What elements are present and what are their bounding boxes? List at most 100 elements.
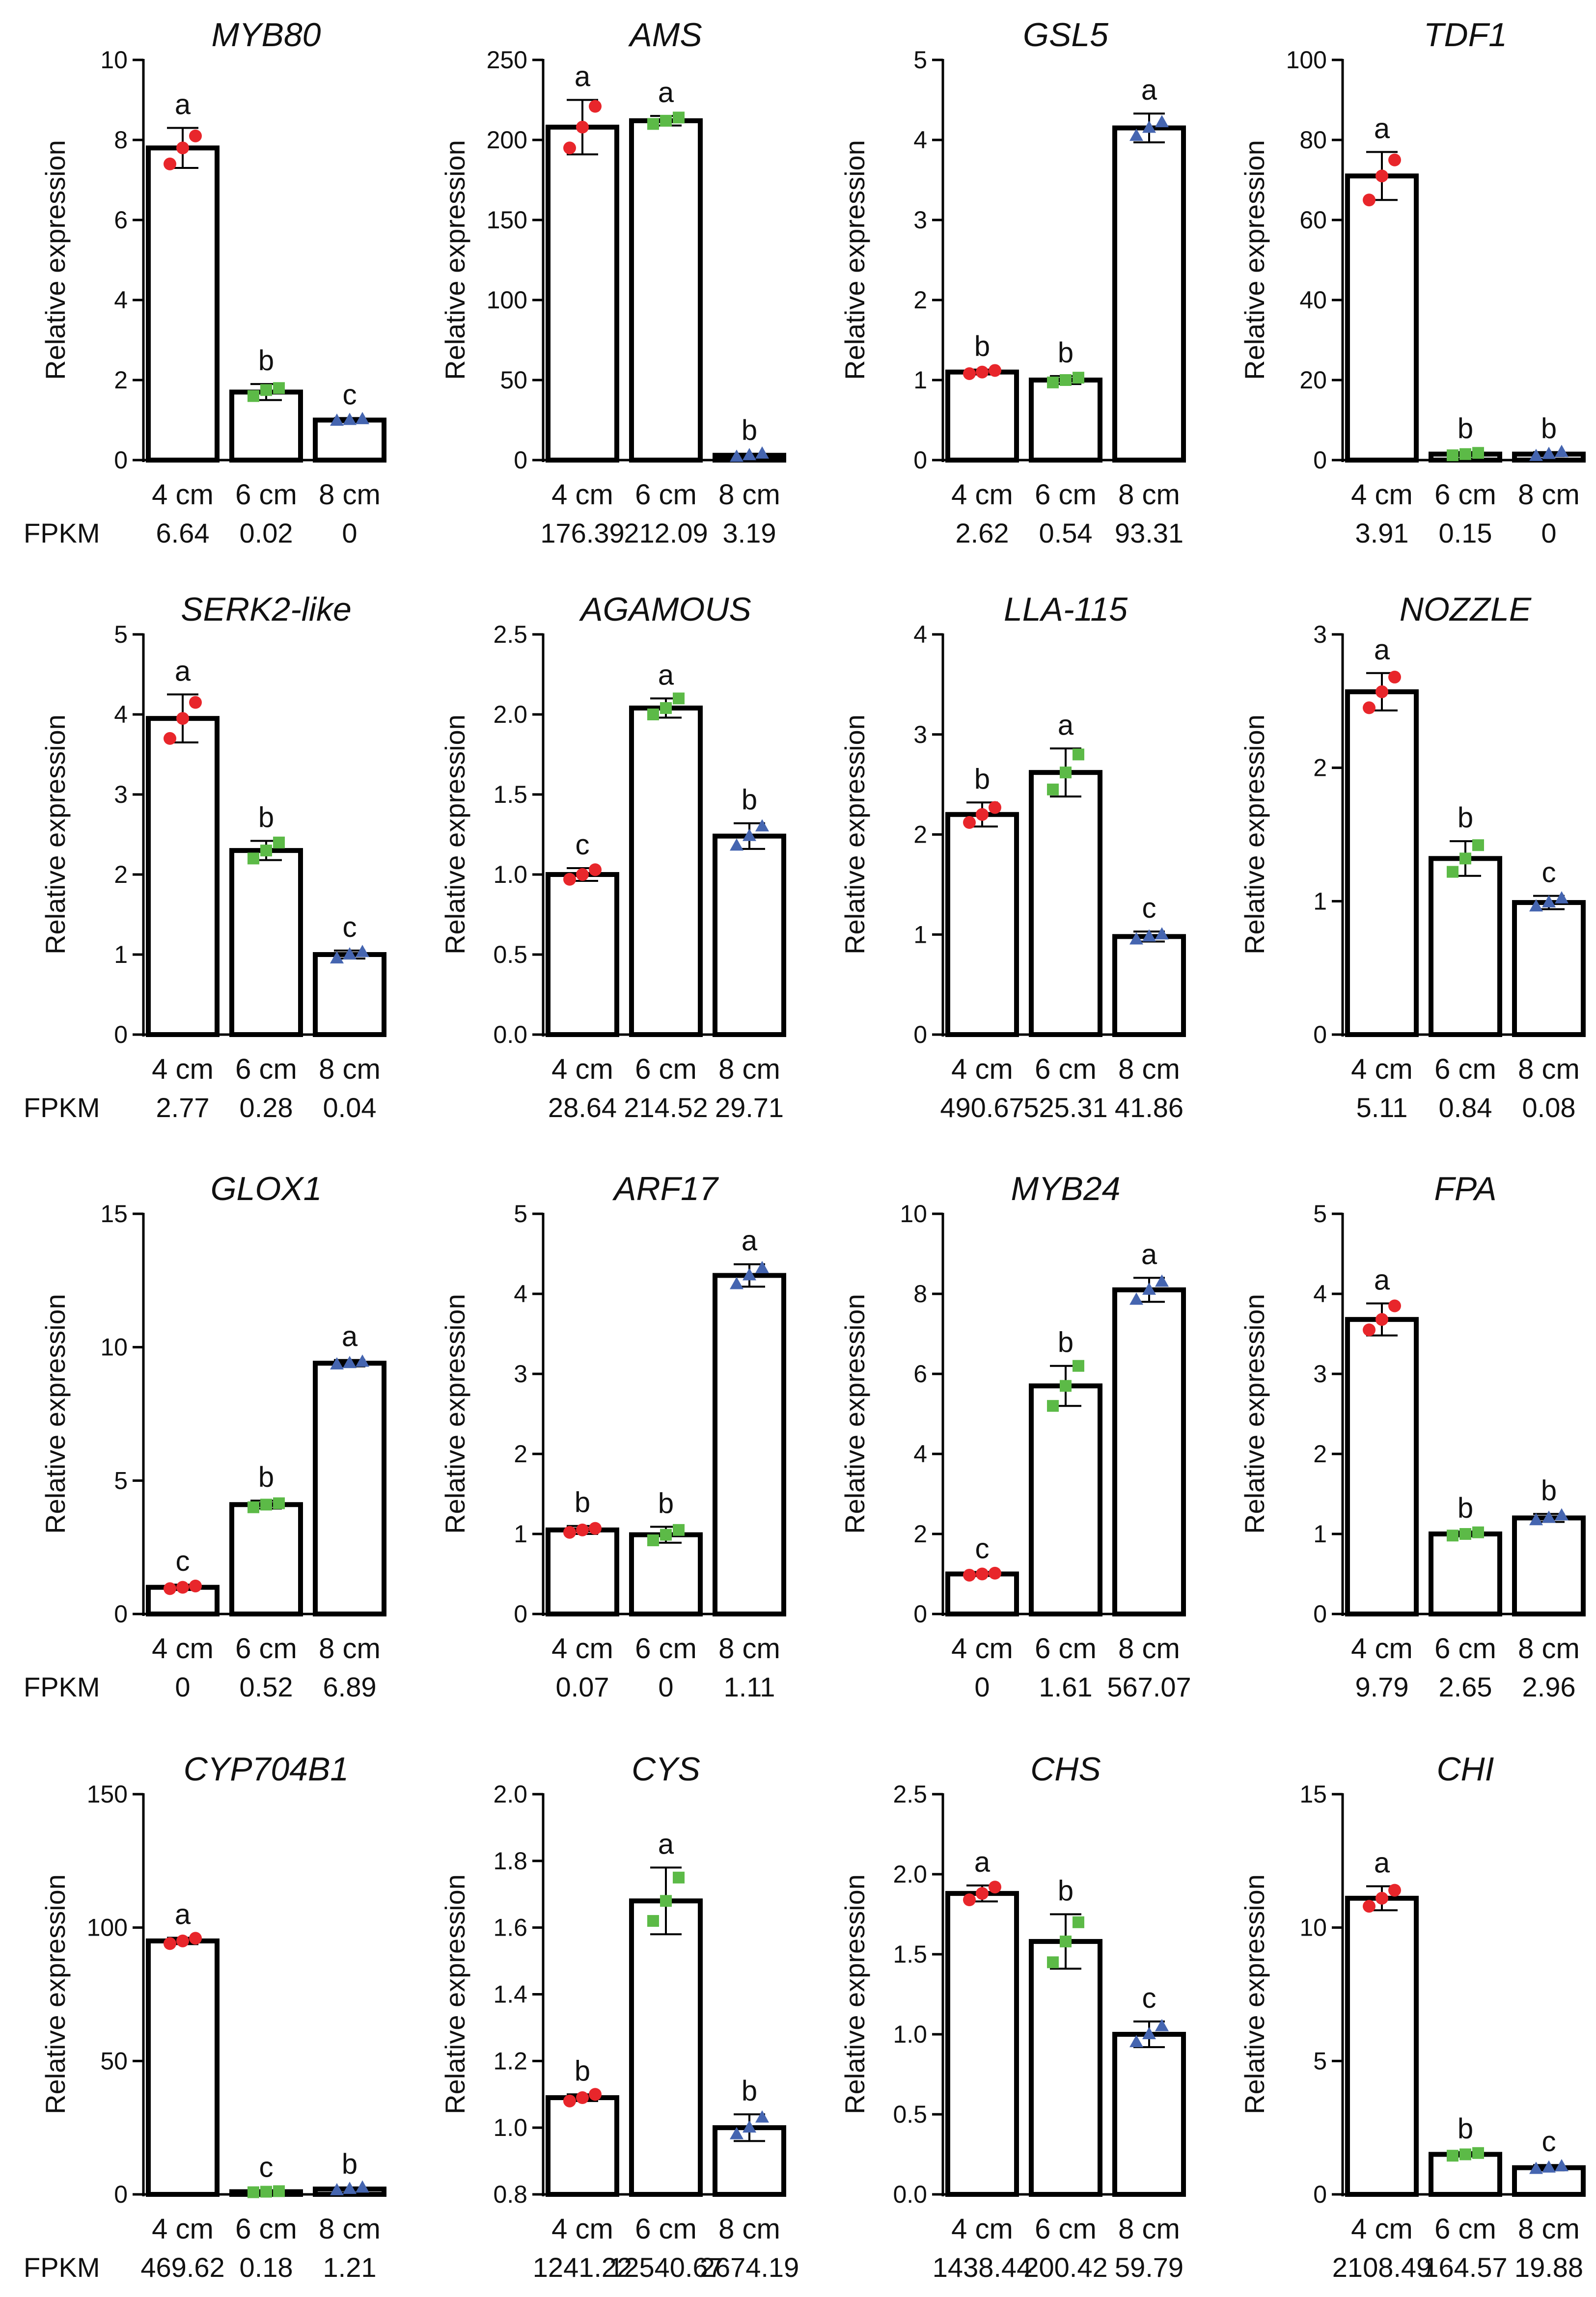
significance-letter: c [576, 829, 590, 861]
y-tick-label: 3 [514, 1360, 527, 1388]
data-point [1060, 1935, 1072, 1947]
fpkm-value: 212.09 [624, 518, 708, 548]
significance-letter: c [176, 1545, 190, 1577]
bar-6cm [229, 1502, 303, 1617]
y-tick-label: 5 [514, 1200, 527, 1228]
bar-6cm [629, 1898, 703, 2197]
chart-title: SERK2-like [181, 591, 352, 628]
data-point [673, 1871, 685, 1884]
fpkm-value: 0.52 [240, 1671, 293, 1702]
data-point [976, 1567, 989, 1581]
data-point [576, 1523, 589, 1536]
x-tick-label: 6 cm [235, 479, 297, 511]
y-tick-label: 0 [114, 2181, 128, 2208]
data-point [1447, 866, 1458, 878]
y-axis-label: Relative expression [440, 140, 470, 380]
data-point [343, 2182, 357, 2194]
bar-6cm [229, 389, 303, 463]
data-point [660, 114, 672, 127]
y-tick-label: 5 [1313, 1200, 1327, 1228]
bar-8cm [713, 2125, 786, 2197]
y-tick-label: 10 [900, 1200, 927, 1228]
data-point [989, 801, 1001, 814]
fpkm-value: 2.62 [956, 518, 1009, 548]
data-point [660, 1529, 672, 1541]
data-point [576, 120, 589, 134]
fpkm-value: 0.04 [323, 1092, 377, 1123]
y-tick-label: 1.0 [493, 861, 527, 888]
data-point [1129, 128, 1143, 141]
significance-letter: a [658, 77, 674, 109]
bar-6cm [1029, 1939, 1102, 2197]
y-tick-label: 10 [1299, 1914, 1327, 1942]
data-point [1447, 2150, 1458, 2162]
x-tick-label: 8 cm [319, 479, 381, 511]
x-tick-label: 4 cm [551, 2213, 613, 2245]
y-axis-label: Relative expression [40, 1874, 71, 2114]
data-point [989, 1566, 1001, 1580]
bar-8cm [1112, 1287, 1186, 1617]
data-point [248, 2186, 259, 2198]
data-point [164, 1937, 176, 1950]
data-point [1472, 2147, 1484, 2159]
y-tick-label: 0 [514, 446, 527, 474]
chart-title: NOZZLE [1400, 591, 1532, 628]
chart-title: LLA-115 [1004, 591, 1128, 628]
data-point [1142, 120, 1156, 133]
chart-panel-2: AMS Relative expression 0 50 100 150 200 250 a 4 … [440, 16, 786, 548]
data-point [248, 852, 259, 865]
y-axis-label: Relative expression [440, 714, 470, 955]
y-tick-label: 1.6 [493, 1914, 527, 1942]
bar-4cm [546, 124, 619, 463]
fpkm-value: 0.18 [240, 2252, 293, 2283]
y-tick-label: 1 [913, 921, 927, 948]
chart-panel-9: GLOX1 Relative expression 0 5 10 15 c 4 cm 0 b 6 c… [24, 1170, 386, 1702]
fpkm-value: 214.52 [624, 1092, 708, 1123]
y-tick-label: 6 [114, 206, 128, 234]
bar-8cm [713, 1273, 786, 1616]
fpkm-value: 59.79 [1115, 2252, 1183, 2283]
y-tick-label: 4 [514, 1280, 527, 1308]
significance-letter: a [175, 1898, 191, 1930]
x-tick-label: 4 cm [152, 479, 214, 511]
x-tick-label: 6 cm [1434, 1633, 1496, 1665]
x-tick-label: 8 cm [1118, 479, 1180, 511]
y-tick-label: 2 [1313, 754, 1327, 782]
y-tick-label: 4 [114, 286, 128, 314]
data-point [743, 2120, 756, 2133]
bar-6cm [629, 1532, 703, 1616]
data-point [356, 945, 369, 957]
data-point [1129, 932, 1143, 945]
chart-title: CYP704B1 [184, 1750, 349, 1788]
data-point [1363, 193, 1376, 207]
fpkm-value: 6.89 [323, 1671, 377, 1702]
data-point [273, 1497, 285, 1509]
data-point [1047, 376, 1059, 388]
y-tick-label: 5 [1313, 2047, 1327, 2075]
data-point [1363, 1323, 1376, 1337]
data-point [330, 951, 344, 964]
x-tick-label: 8 cm [1118, 2213, 1180, 2245]
fpkm-value: 200.42 [1023, 2252, 1107, 2283]
data-point [1447, 1530, 1458, 1542]
y-axis-label: Relative expression [1239, 714, 1270, 955]
chart-panel-10: ARF17 Relative expression 0 1 2 3 4 5 b 4 cm 0.07 b… [440, 1170, 786, 1702]
data-point [1388, 670, 1401, 684]
data-point [730, 838, 743, 851]
y-tick-label: 3 [1313, 621, 1327, 648]
data-point [1555, 891, 1568, 903]
data-point [1459, 2148, 1471, 2160]
x-tick-label: 8 cm [718, 1053, 780, 1085]
bar-6cm [629, 705, 703, 1037]
y-tick-label: 0 [913, 446, 927, 474]
significance-letter: a [1374, 112, 1390, 144]
x-tick-label: 4 cm [951, 479, 1013, 511]
fpkm-value: 2108.49 [1332, 2252, 1431, 2283]
y-tick-label: 2 [913, 821, 927, 848]
bar-4cm [146, 1938, 220, 2197]
fpkm-value: 469.62 [140, 2252, 224, 2283]
data-point [1073, 1360, 1084, 1372]
bar-4cm [945, 369, 1019, 463]
data-point [356, 2180, 369, 2193]
data-point [976, 365, 989, 379]
